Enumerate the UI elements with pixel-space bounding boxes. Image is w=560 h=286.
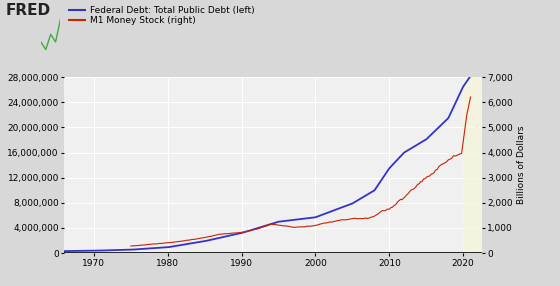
Bar [241,77,315,253]
Bar [168,77,241,253]
Bar [463,77,482,253]
Bar [64,77,94,253]
Text: FRED: FRED [6,3,51,18]
Bar [315,77,389,253]
Y-axis label: Billions of Dollars: Billions of Dollars [517,126,526,204]
Y-axis label: Millions of Dollars: Millions of Dollars [0,125,3,205]
Bar [94,77,168,253]
Legend: Federal Debt: Total Public Debt (left), M1 Money Stock (right): Federal Debt: Total Public Debt (left), … [69,6,254,25]
Bar [389,77,463,253]
Bar [463,77,482,253]
